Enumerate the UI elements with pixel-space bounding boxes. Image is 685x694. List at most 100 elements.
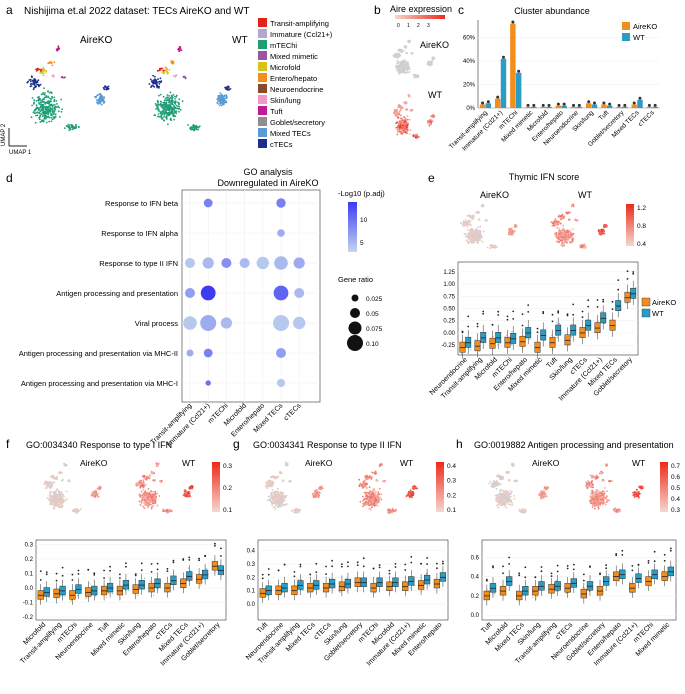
d-ytick-4: Viral process	[135, 319, 178, 328]
umap-point	[175, 94, 178, 97]
umap2-label: UMAP 2	[1, 123, 7, 146]
umap-point	[155, 82, 158, 84]
legend-swatch-10	[258, 128, 267, 137]
d-dot-7	[256, 256, 269, 270]
umap-point	[168, 69, 171, 71]
umap-point	[66, 498, 68, 500]
umap-point	[52, 104, 55, 106]
umap-point	[399, 63, 402, 66]
d-dot-10	[185, 288, 195, 298]
umap-point	[51, 118, 54, 121]
c-bar-WT-11	[652, 106, 658, 108]
umap-point	[45, 117, 47, 120]
umap-point	[218, 95, 221, 98]
umap-point	[493, 246, 495, 249]
umap-point	[583, 243, 586, 246]
umap-point	[45, 481, 48, 484]
umap-point	[157, 113, 160, 115]
umap-point	[161, 104, 164, 107]
d-dot-20	[203, 348, 213, 358]
box-AireKO-2	[489, 337, 496, 349]
box-outlier	[476, 325, 479, 328]
umap-point	[63, 495, 65, 498]
box-outlier	[77, 573, 80, 575]
umap-point	[571, 228, 574, 231]
c-point	[496, 95, 500, 99]
umap-point	[465, 233, 467, 236]
umap-point	[406, 115, 409, 117]
umap-point	[32, 88, 35, 91]
umap-point	[44, 106, 47, 108]
umap-point	[57, 506, 60, 508]
umap-point	[605, 224, 607, 227]
umap-point	[175, 104, 178, 107]
umap-point	[564, 234, 567, 237]
umap-point	[43, 87, 45, 90]
box-jitter	[535, 354, 537, 356]
umap-point	[43, 72, 45, 75]
umap-point	[402, 61, 405, 63]
umap-point	[170, 94, 173, 97]
umap-point	[484, 219, 487, 222]
legend-swatch-0	[258, 18, 267, 27]
umap-point	[411, 109, 413, 112]
umap-point	[514, 225, 517, 227]
umap-point	[580, 244, 582, 247]
umap-point	[396, 131, 399, 133]
umap-point	[79, 508, 82, 511]
umap-point	[38, 108, 41, 111]
umap-point	[409, 133, 411, 136]
umap-point	[100, 98, 103, 100]
umap-point	[69, 128, 72, 131]
c-ytick-0: 0%	[466, 106, 475, 112]
c-bar-WT-6	[576, 106, 583, 108]
umap-point	[556, 237, 559, 240]
umap-point	[54, 109, 57, 111]
umap-point	[171, 112, 173, 115]
umap-point	[57, 504, 59, 506]
umap-point	[96, 494, 99, 497]
d-dot-13	[294, 288, 305, 298]
umap-point	[55, 48, 58, 51]
umap-point	[32, 102, 35, 105]
umap-point	[39, 107, 41, 109]
umap-point	[49, 487, 52, 490]
umap-point	[172, 75, 175, 77]
box-outlier	[536, 327, 539, 330]
ifn-umaps: 1.20.80.4	[460, 203, 646, 250]
box-jitter	[511, 343, 513, 346]
umap-point	[407, 40, 409, 43]
umap-point	[47, 112, 50, 115]
d-dot-16	[220, 317, 232, 329]
box-outlier	[536, 331, 539, 334]
c-point	[608, 102, 612, 106]
umap-point	[53, 104, 56, 106]
umap-point	[559, 235, 561, 238]
box-outlier	[61, 574, 64, 577]
box-outlier	[632, 272, 635, 275]
umap-point	[157, 69, 160, 72]
umap-point	[154, 103, 157, 105]
c-bar-AireKO-4	[540, 106, 546, 108]
c-bar-WT-1	[500, 58, 507, 108]
umap-point	[158, 495, 161, 497]
box-jitter	[558, 322, 561, 325]
box-WT-3	[91, 585, 98, 596]
umap-point	[50, 61, 53, 64]
umap-point	[55, 100, 58, 102]
umap-point	[157, 78, 159, 80]
umap-point	[41, 108, 44, 110]
legend-label-5: Entero/hepato	[270, 74, 317, 83]
umap-point	[401, 107, 404, 109]
umap-point	[561, 232, 563, 235]
umap-point	[46, 102, 49, 104]
umap-point	[405, 109, 408, 111]
umap-point	[75, 123, 77, 126]
d-dot-23	[276, 378, 286, 388]
c-point	[517, 69, 521, 73]
c-point	[556, 102, 560, 106]
umap-point	[481, 203, 484, 206]
umap-point	[460, 222, 462, 225]
